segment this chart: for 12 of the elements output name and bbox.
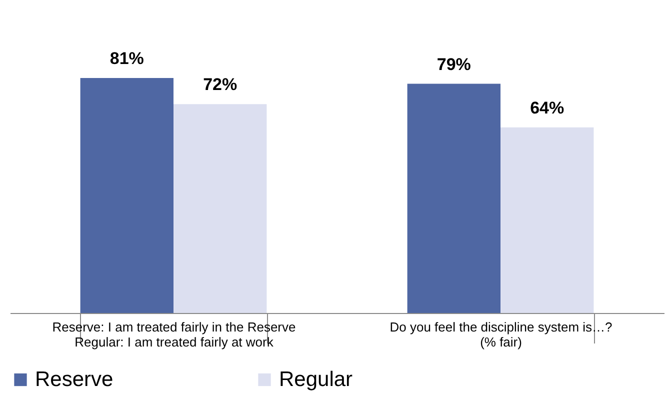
data-label: 79% [436,54,471,74]
x-tick-label: Do you feel the discipline system is…? (% fair) [390,320,612,350]
legend-label: Reserve [35,368,114,391]
bar [80,78,174,313]
data-label: 64% [530,98,564,118]
data-label: 72% [203,75,238,94]
legend-label: Regular [279,368,353,391]
bar [174,104,267,313]
bar [407,84,500,313]
data-label: 81% [110,49,144,68]
bar [500,127,594,313]
x-tick-label: Reserve: I am treated fairly in the Reserve Regular: I am treated fairly at work [52,320,296,350]
